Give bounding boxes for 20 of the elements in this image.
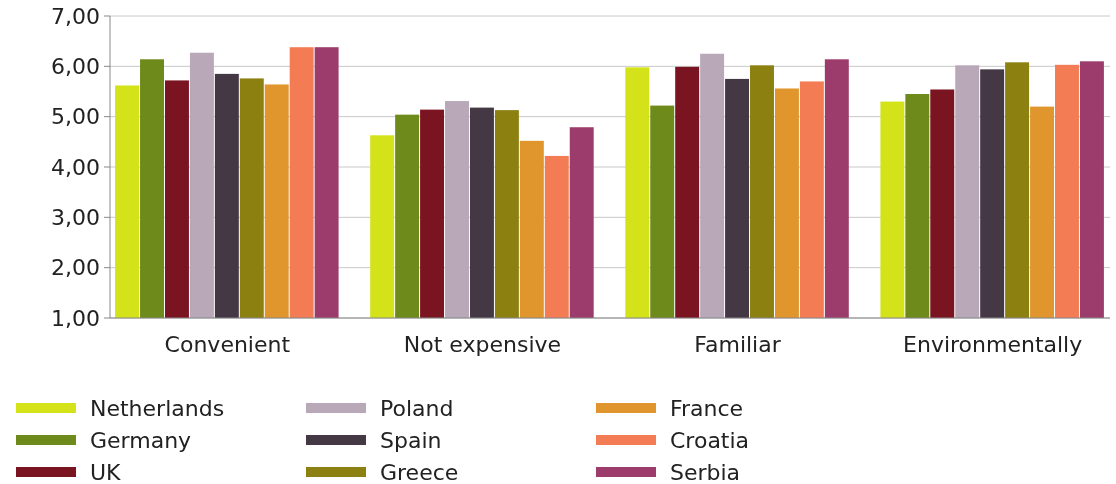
- y-tick-label: 6,00: [51, 54, 100, 80]
- legend-label: Poland: [380, 395, 454, 421]
- y-tick-label: 4,00: [51, 154, 100, 180]
- legend-label: UK: [90, 459, 122, 484]
- y-tick-label: 5,00: [51, 104, 100, 130]
- y-tick-label: 3,00: [51, 205, 100, 231]
- legend-label: Netherlands: [90, 395, 225, 421]
- legend-label: Spain: [380, 427, 442, 453]
- legend-label: Serbia: [670, 459, 741, 484]
- legend-label: Croatia: [670, 427, 750, 453]
- legend-label: France: [670, 395, 744, 421]
- legend-label: Germany: [90, 427, 192, 453]
- y-tick-label: 2,00: [51, 255, 100, 281]
- x-tick-label: Convenient: [164, 332, 291, 357]
- legend-label: Greece: [380, 459, 459, 484]
- x-tick-label: Not expensive: [403, 332, 562, 357]
- y-tick-label: 7,00: [51, 3, 100, 29]
- x-tick-label: Environmentally: [903, 332, 1083, 357]
- x-tick-label: Familiar: [694, 332, 782, 357]
- y-tick-label: 1,00: [51, 305, 100, 331]
